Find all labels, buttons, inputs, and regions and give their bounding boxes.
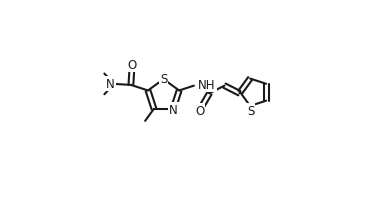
Text: O: O: [127, 58, 136, 71]
Text: NH: NH: [198, 79, 216, 92]
Text: O: O: [195, 105, 204, 118]
Text: S: S: [247, 104, 254, 117]
Text: N: N: [169, 103, 178, 116]
Text: N: N: [106, 77, 115, 90]
Text: S: S: [160, 73, 167, 86]
